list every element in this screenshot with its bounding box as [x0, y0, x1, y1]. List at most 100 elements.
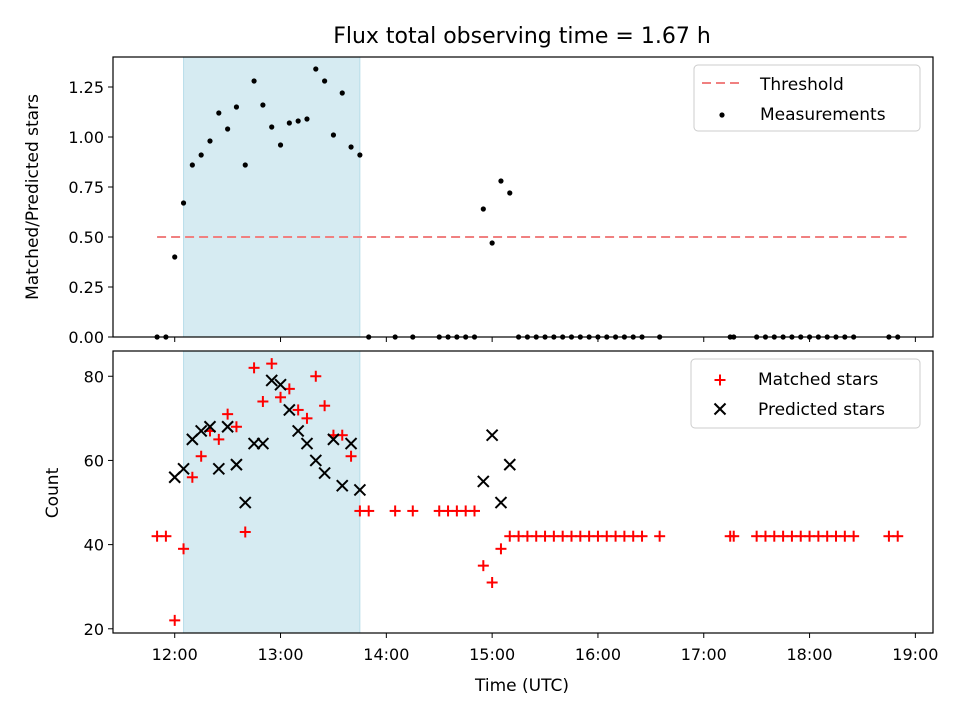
predicted-star-stroke-b — [283, 403, 296, 417]
measurement-point — [339, 90, 345, 96]
predicted-star-point — [344, 437, 358, 450]
top-y-axis-label: Matched/Predicted stars — [23, 94, 43, 300]
x-tick-label: 14:00 — [363, 645, 409, 664]
bottom-y-tick-label: 80 — [84, 367, 104, 386]
predicted-star-stroke-b — [327, 433, 340, 446]
top-y-tick-label: 0.50 — [68, 228, 104, 247]
measurement-point — [260, 102, 266, 108]
predicted-star-point — [300, 437, 314, 450]
x-tick-label: 17:00 — [681, 645, 727, 664]
matched-star-point — [169, 614, 181, 626]
predicted-star-point — [318, 466, 331, 480]
measurement-point — [251, 78, 257, 84]
predicted-star-point — [239, 496, 252, 509]
x-tick-label: 15:00 — [469, 645, 515, 664]
measurement-point — [357, 152, 363, 158]
matched-star-point — [195, 450, 207, 462]
top-legend-box — [693, 64, 921, 132]
top-y-tick-label: 0.75 — [68, 178, 104, 197]
predicted-star-point — [265, 374, 278, 387]
matched-star-point — [266, 358, 278, 370]
predicted-star-stroke-b — [353, 483, 367, 497]
measurement-point — [198, 152, 204, 158]
top-y-tick-label: 0.00 — [68, 328, 104, 347]
legend-predicted-label: Predicted stars — [758, 400, 885, 420]
predicted-star-stroke-b — [221, 420, 234, 433]
bottom-y-tick-label: 20 — [84, 620, 104, 639]
predicted-star-point — [494, 496, 508, 509]
measurement-point — [269, 124, 275, 130]
legend-measurements-swatch — [719, 112, 725, 118]
bottom-y-tick-label: 60 — [84, 451, 104, 470]
matched-star-point — [848, 530, 860, 542]
top-y-tick-label: 1.25 — [68, 78, 104, 97]
chart-title: Flux total observing time = 1.67 h — [333, 24, 711, 49]
bottom-legend-box — [690, 358, 921, 429]
predicted-star-point — [274, 378, 287, 391]
bottom-highlight-span — [183, 350, 361, 634]
bottom-panel: 20 40 60 80 12:00 13:00 14:00 15:00 16:00 17:00 18… — [84, 350, 938, 664]
predicted-star-stroke-b — [194, 424, 208, 438]
top-y-tick-label: 1.00 — [68, 128, 104, 147]
predicted-star-point — [291, 424, 305, 438]
top-y-tick-label: 0.25 — [68, 278, 104, 297]
measurement-point — [225, 126, 231, 132]
predicted-star-point — [256, 437, 270, 450]
predicted-star-point — [203, 420, 217, 433]
measurement-point — [242, 162, 248, 168]
predicted-star-point — [353, 483, 367, 497]
measurement-point — [295, 118, 301, 124]
predicted-star-stroke-b — [318, 466, 331, 480]
matched-star-point — [292, 404, 304, 416]
measurement-point — [286, 120, 292, 126]
x-tick-label: 19:00 — [892, 645, 938, 664]
predicted-star-point — [221, 420, 234, 433]
matched-star-point — [486, 576, 498, 588]
measurement-point — [189, 162, 195, 168]
matched-star-point — [213, 433, 225, 445]
predicted-star-stroke-b — [203, 420, 217, 433]
measurement-point — [489, 240, 495, 246]
matched-star-point — [495, 543, 507, 555]
matched-star-point — [636, 530, 648, 542]
predicted-star-stroke-b — [274, 378, 287, 391]
matched-star-point — [230, 421, 242, 433]
predicted-star-stroke-b — [336, 479, 349, 492]
predicted-star-point — [309, 454, 323, 467]
matched-star-point — [389, 505, 401, 517]
predicted-star-stroke-b — [477, 475, 490, 488]
predicted-star-stroke-b — [177, 462, 190, 476]
top-legend: Threshold Measurements — [693, 64, 921, 132]
matched-star-point — [301, 412, 313, 424]
bottom-y-axis-label: Count — [43, 467, 63, 518]
matched-star-point — [239, 526, 251, 538]
x-tick-label: 12:00 — [152, 645, 198, 664]
predicted-star-stroke-b — [485, 428, 499, 442]
legend-matched-label: Matched stars — [758, 370, 878, 390]
predicted-star-point — [283, 403, 296, 417]
top-panel: 0.00 0.25 0.50 0.75 1.00 1.25 Threshold Measure… — [68, 56, 934, 347]
matched-star-point — [892, 530, 904, 542]
measurement-point — [172, 254, 178, 260]
matched-star-point — [257, 396, 269, 408]
top-highlight-span — [183, 56, 361, 338]
matched-star-point — [248, 362, 260, 374]
measurement-point — [277, 142, 284, 148]
matched-star-point — [469, 505, 481, 517]
legend-threshold-label: Threshold — [759, 75, 844, 95]
matched-star-point — [345, 450, 357, 462]
matched-star-point — [407, 505, 419, 517]
measurement-point — [480, 206, 486, 212]
x-tick-label: 16:00 — [575, 645, 621, 664]
predicted-star-point — [327, 433, 340, 446]
predicted-star-stroke-b — [309, 454, 323, 467]
measurement-point — [498, 178, 504, 184]
measurement-point — [233, 104, 240, 110]
predicted-star-point — [336, 479, 349, 492]
measurement-point — [330, 132, 337, 138]
predicted-star-point — [194, 424, 208, 438]
measurement-point — [180, 200, 187, 206]
matched-star-point — [654, 530, 666, 542]
predicted-star-stroke-b — [230, 458, 243, 471]
top-plot-frame — [112, 56, 934, 338]
